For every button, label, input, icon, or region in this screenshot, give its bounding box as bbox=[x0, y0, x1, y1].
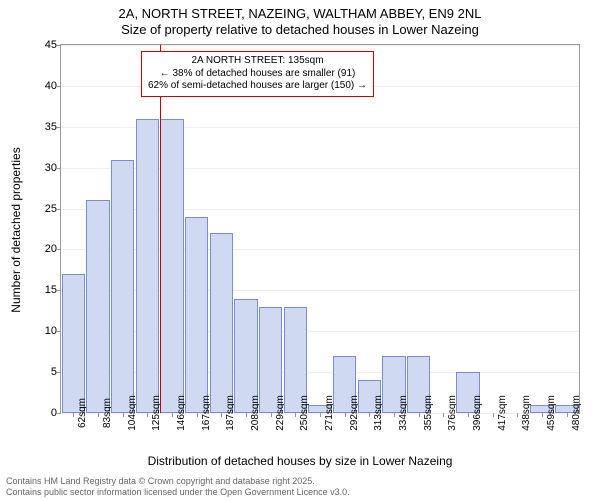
y-tick-mark bbox=[57, 372, 61, 373]
footer-line2: Contains public sector information licen… bbox=[6, 487, 350, 498]
bar bbox=[160, 119, 183, 413]
x-tick-label: 480sqm bbox=[567, 395, 582, 431]
x-tick-label: 355sqm bbox=[419, 395, 434, 431]
y-tick-mark bbox=[57, 86, 61, 87]
plot-area: 05101520253035404562sqm83sqm104sqm125sqm… bbox=[60, 44, 580, 414]
x-tick-label: 396sqm bbox=[468, 395, 483, 431]
bar bbox=[185, 217, 208, 413]
x-tick-label: 459sqm bbox=[542, 395, 557, 431]
footer-attribution: Contains HM Land Registry data © Crown c… bbox=[6, 476, 350, 498]
y-tick-mark bbox=[57, 168, 61, 169]
x-tick-label: 250sqm bbox=[295, 395, 310, 431]
x-axis-label: Distribution of detached houses by size … bbox=[0, 454, 600, 468]
annotation-line2: ← 38% of detached houses are smaller (91… bbox=[148, 68, 367, 81]
footer-line1: Contains HM Land Registry data © Crown c… bbox=[6, 476, 350, 487]
annotation-box: 2A NORTH STREET: 135sqm← 38% of detached… bbox=[141, 51, 374, 97]
y-tick-mark bbox=[57, 413, 61, 414]
bar bbox=[210, 233, 233, 413]
chart-container: 2A, NORTH STREET, NAZEING, WALTHAM ABBEY… bbox=[0, 0, 600, 500]
bar bbox=[136, 119, 159, 413]
y-tick-mark bbox=[57, 209, 61, 210]
y-tick-mark bbox=[57, 45, 61, 46]
y-tick-mark bbox=[57, 249, 61, 250]
annotation-line1: 2A NORTH STREET: 135sqm bbox=[148, 55, 367, 68]
gridline bbox=[61, 45, 579, 46]
bar bbox=[111, 160, 134, 414]
y-tick-mark bbox=[57, 290, 61, 291]
y-axis-label: Number of detached properties bbox=[9, 147, 23, 312]
x-tick-label: 417sqm bbox=[493, 395, 508, 431]
y-tick-mark bbox=[57, 331, 61, 332]
bar bbox=[86, 200, 109, 413]
x-tick-label: 438sqm bbox=[517, 395, 532, 431]
reference-line bbox=[160, 45, 161, 413]
bar bbox=[62, 274, 85, 413]
annotation-line3: 62% of semi-detached houses are larger (… bbox=[148, 80, 367, 93]
chart-title-line1: 2A, NORTH STREET, NAZEING, WALTHAM ABBEY… bbox=[0, 6, 600, 21]
y-tick-mark bbox=[57, 127, 61, 128]
chart-title-line2: Size of property relative to detached ho… bbox=[0, 22, 600, 37]
